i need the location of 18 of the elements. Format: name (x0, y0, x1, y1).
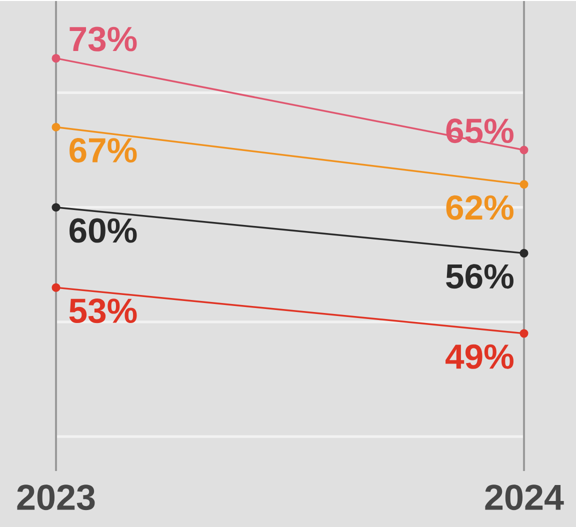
point (52, 54, 60, 63)
x-tick-label: 2023 (17, 484, 95, 510)
point (520, 248, 528, 258)
data-label: 62% (446, 195, 514, 220)
point (520, 146, 528, 154)
data-label: 60% (70, 218, 137, 243)
x-tick-label: 2024 (485, 484, 564, 510)
data-label: 67% (70, 138, 137, 163)
data-label: 49% (446, 344, 514, 369)
point (520, 329, 528, 338)
point (52, 283, 60, 292)
point (52, 203, 60, 212)
data-label: 56% (446, 264, 514, 289)
data-label: 65% (446, 118, 514, 144)
point (520, 180, 528, 189)
point (52, 122, 60, 132)
data-label: 53% (69, 298, 137, 324)
data-label: 73% (70, 26, 137, 52)
